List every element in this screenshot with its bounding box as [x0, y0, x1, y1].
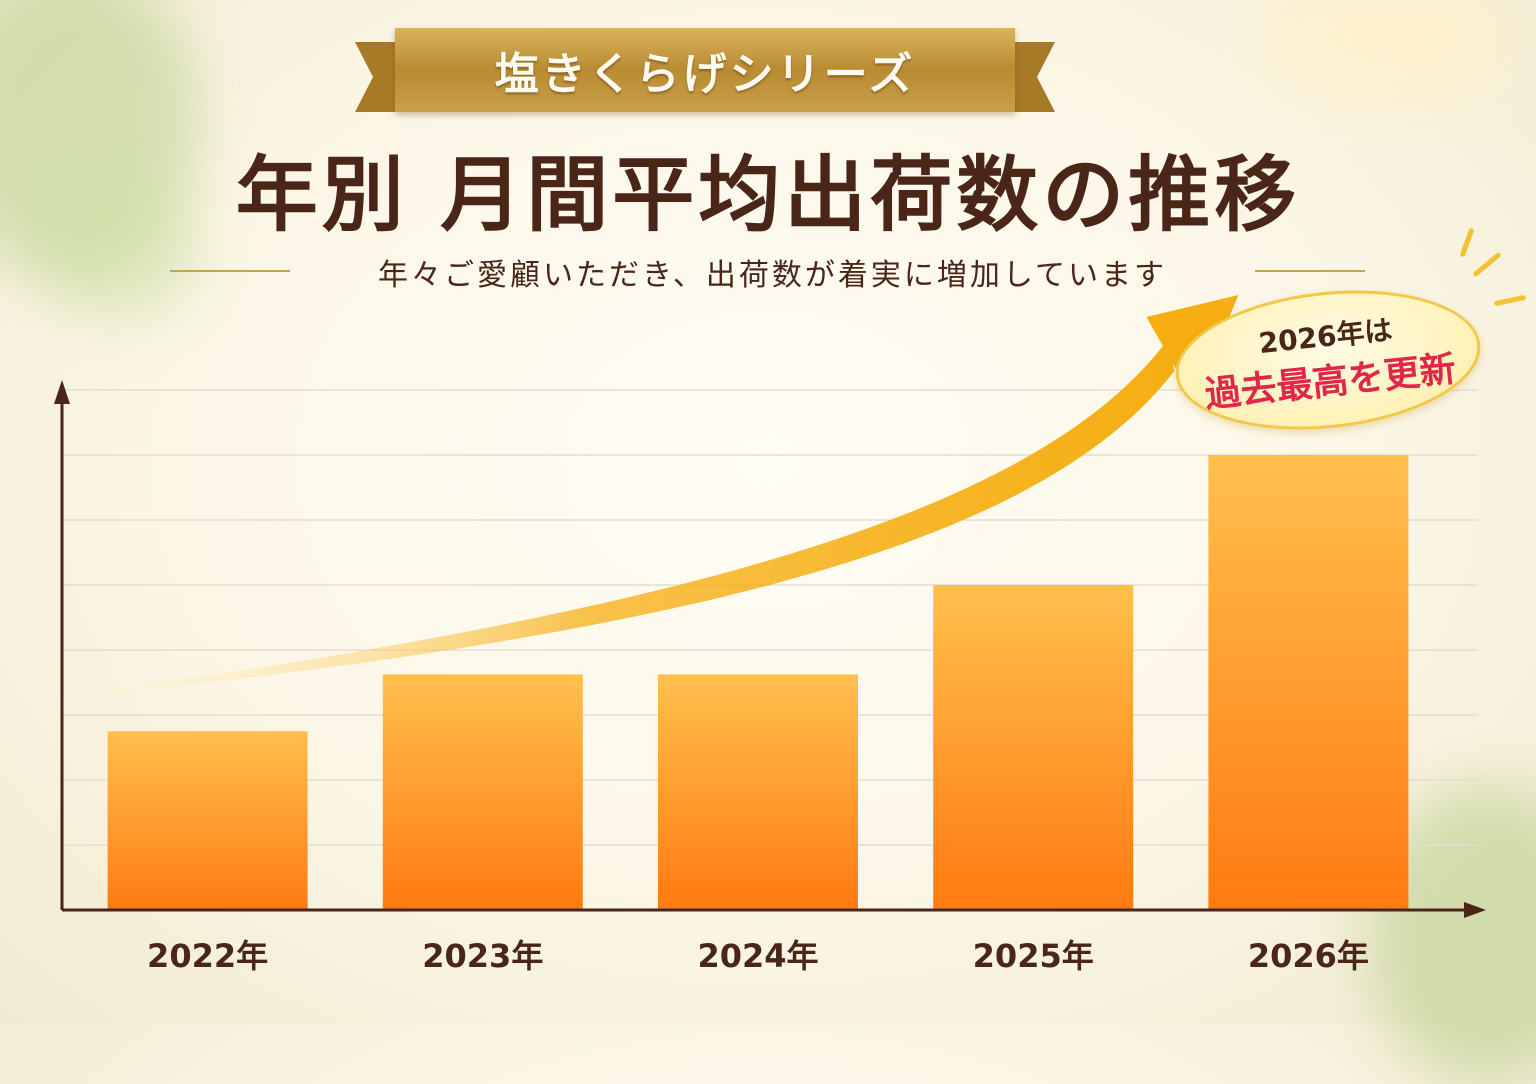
subtitle-rule-right [1255, 270, 1365, 272]
ribbon-body: 塩きくらげシリーズ [395, 28, 1015, 112]
bar-2022年 [107, 731, 308, 910]
bar-2023年 [382, 674, 583, 910]
x-tick-label: 2022年 [147, 937, 268, 975]
chart-subtitle: 年々ご愛顧いただき、出荷数が着実に増加しています [378, 258, 1167, 293]
bars-group [107, 455, 1409, 910]
x-tick-label: 2023年 [422, 937, 543, 975]
x-axis-arrowhead [1464, 902, 1486, 918]
y-axis-arrowhead [54, 380, 70, 404]
background-foliage-blur [40, 180, 200, 320]
bar-2024年 [658, 674, 858, 910]
bar-chart: 2022年 2023年 2024年 2025年 2026年 [54, 295, 1486, 975]
x-tick-label: 2026年 [1248, 937, 1369, 975]
background-light-blur [1256, 0, 1516, 110]
series-name: 塩きくらげシリーズ [494, 49, 916, 100]
series-ribbon: 塩きくらげシリーズ [355, 28, 1055, 112]
axes [54, 380, 1486, 918]
bar-2025年 [933, 585, 1134, 910]
subtitle-rule-left [170, 270, 290, 272]
chart-title: 年別 月間平均出荷数の推移 [235, 147, 1301, 243]
bar-2026年 [1208, 455, 1409, 910]
trend-arrow-shaft [112, 339, 1175, 694]
x-tick-label: 2025年 [973, 937, 1094, 975]
x-tick-label: 2024年 [697, 937, 818, 975]
x-axis-labels: 2022年 2023年 2024年 2025年 2026年 [147, 937, 1369, 975]
